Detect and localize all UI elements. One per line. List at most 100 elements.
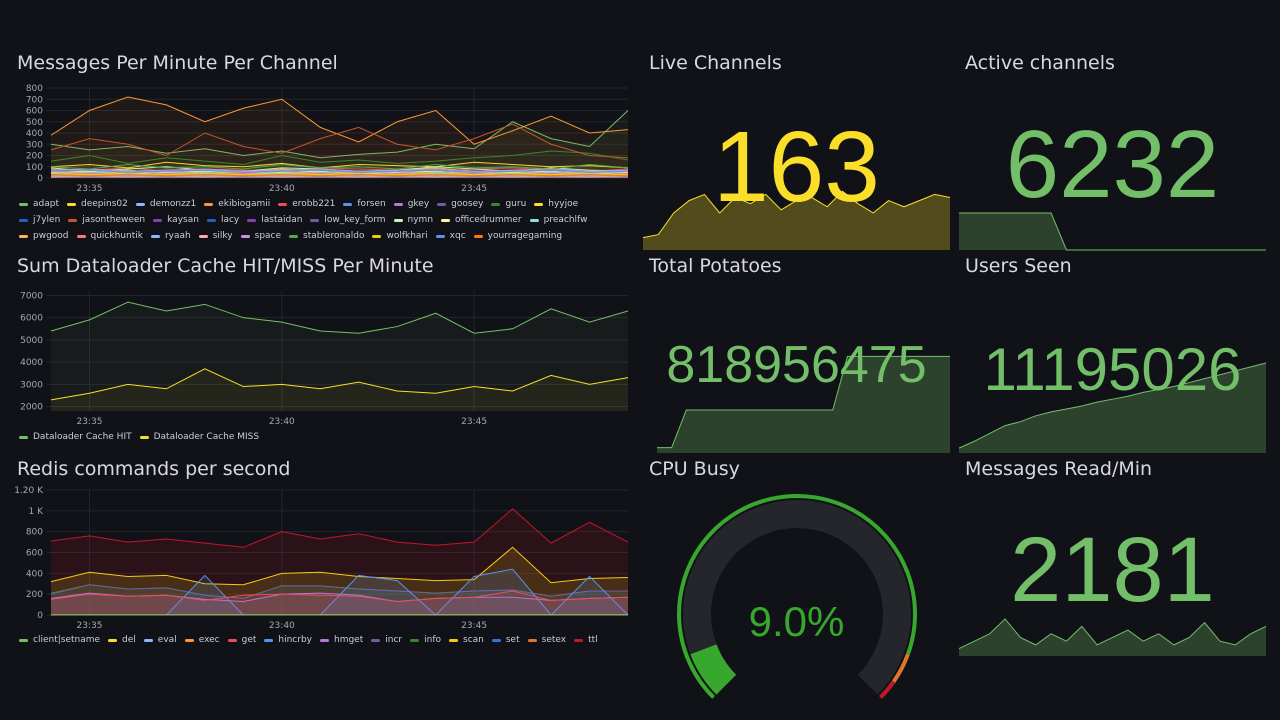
legend-item[interactable]: silky <box>198 231 233 241</box>
gauge-threshold-red <box>879 680 896 699</box>
legend-item[interactable]: set <box>491 635 520 645</box>
panel-title: Redis commands per second <box>17 458 291 480</box>
sparkline-fill <box>959 362 1266 453</box>
panel-cpu-busy: CPU Busy 9.0% <box>643 458 950 699</box>
legend-item[interactable]: lastaidan <box>247 215 302 225</box>
legend-item[interactable]: xqc <box>435 231 466 241</box>
panel-title: Messages Per Minute Per Channel <box>17 52 338 74</box>
legend-label: client|setname <box>33 635 101 645</box>
legend-item[interactable]: stableronaldo <box>289 231 364 241</box>
legend-item[interactable]: erobb221 <box>278 199 335 209</box>
y-tick-label: 1.20 K <box>14 486 44 496</box>
legend-item[interactable]: forsen <box>343 199 386 209</box>
legend-item[interactable]: hyyjoe <box>534 199 578 209</box>
legend-item[interactable]: kaysan <box>153 215 199 225</box>
legend-label: get <box>241 635 257 645</box>
legend-label: demonzz1 <box>149 199 197 209</box>
series-line-incr <box>50 584 628 599</box>
legend-item[interactable]: gkey <box>393 199 429 209</box>
legend-item[interactable]: hincrby <box>264 635 312 645</box>
legend-item[interactable]: preachlfw <box>529 215 587 225</box>
series-line-Dataloader Cache MISS <box>50 368 629 401</box>
dataloader-chart[interactable]: 2000 3000 4000 5000 6000 7000 23:35 23:40 23:45 <box>11 287 636 427</box>
legend-item[interactable]: wolfkhari <box>372 231 428 241</box>
legend-item[interactable]: info <box>410 635 441 645</box>
series-line-scan <box>50 546 629 586</box>
legend-label: space <box>254 231 282 241</box>
legend-item[interactable]: yourragegaming <box>473 231 562 241</box>
legend-label: ttl <box>588 635 598 645</box>
legend-swatch <box>574 638 584 642</box>
legend-swatch <box>19 435 28 439</box>
legend-item[interactable]: Dataloader Cache HIT <box>19 432 132 442</box>
legend-label: xqc <box>449 231 466 241</box>
series-line-ekibiogamii <box>50 96 629 145</box>
series-line-Dataloader Cache HIT <box>50 301 629 334</box>
legend-item[interactable]: exec <box>184 635 220 645</box>
y-tick-label: 0 <box>37 174 43 184</box>
legend-item[interactable]: low_key_form <box>310 215 386 225</box>
series-line-preachlfw <box>50 170 629 175</box>
sparkline-line <box>642 190 951 239</box>
legend-item[interactable]: get <box>227 635 257 645</box>
legend-item[interactable]: ryaah <box>150 231 191 241</box>
legend-item[interactable]: del <box>108 635 136 645</box>
legend-item[interactable]: hmget <box>320 635 363 645</box>
x-tick-label: 23:35 <box>76 184 102 194</box>
legend-swatch <box>184 638 194 642</box>
y-tick-label: 800 <box>26 528 43 538</box>
legend-label: exec <box>198 635 220 645</box>
legend-label: set <box>505 635 520 645</box>
panel-active-channels: Active channels 6232 <box>959 52 1266 251</box>
legend-item[interactable]: lacy <box>206 215 240 225</box>
legend-item[interactable]: space <box>240 231 282 241</box>
legend-item[interactable]: nymn <box>393 215 433 225</box>
legend-item[interactable]: demonzz1 <box>135 199 197 209</box>
legend-item[interactable]: Dataloader Cache MISS <box>139 432 259 442</box>
series-area-Dataloader Cache HIT <box>51 302 628 411</box>
gauge-threshold-orange <box>892 653 910 683</box>
legend-item[interactable]: officedrummer <box>441 215 522 225</box>
panel-title: Total Potatoes <box>649 255 782 277</box>
panel-total-potatoes: Total Potatoes 818956475 <box>643 255 950 453</box>
legend-item[interactable]: incr <box>371 635 402 645</box>
x-tick-label: 23:35 <box>76 621 102 631</box>
legend-item[interactable]: adapt <box>19 199 59 209</box>
legend-swatch <box>449 638 458 642</box>
panel-title: Active channels <box>965 52 1115 74</box>
legend-item[interactable]: deepins02 <box>67 199 128 209</box>
sparkline-fill <box>643 191 950 250</box>
legend-swatch <box>153 218 163 222</box>
gauge-track <box>683 500 911 695</box>
y-tick-label: 400 <box>26 569 43 579</box>
legend-item[interactable]: goosey <box>437 199 483 209</box>
y-tick-label: 300 <box>26 140 43 150</box>
legend-item[interactable]: ttl <box>574 635 598 645</box>
legend-label: deepins02 <box>81 199 128 209</box>
legend-item[interactable]: j7ylen <box>19 215 60 225</box>
x-tick-label: 23:40 <box>269 184 295 194</box>
legend-swatch <box>76 234 86 238</box>
legend-swatch <box>534 202 544 206</box>
panel-live-channels: Live Channels 163 <box>642 52 951 250</box>
legend-item[interactable]: jasontheween <box>68 215 145 225</box>
legend-swatch <box>437 202 447 206</box>
legend-item[interactable]: setex <box>527 635 566 645</box>
legend-item[interactable]: scan <box>449 635 484 645</box>
panel-users-seen: Users Seen 11195026 <box>958 255 1267 453</box>
legend-item[interactable]: guru <box>491 199 526 209</box>
legend-item[interactable]: quickhuntik <box>76 231 143 241</box>
dataloader-legend: Dataloader Cache HIT Dataloader Cache MIS… <box>19 432 619 442</box>
legend-swatch <box>310 218 320 222</box>
x-tick-label: 23:45 <box>461 184 487 194</box>
redis-chart[interactable]: 0 200 400 600 800 1 K 1.20 K 23:35 23:40 23:45 <box>11 486 636 631</box>
legend-swatch <box>198 234 208 238</box>
legend-item[interactable]: ekibiogamii <box>204 199 270 209</box>
legend-label: pwgood <box>33 231 69 241</box>
legend-label: lacy <box>220 215 240 225</box>
legend-item[interactable]: pwgood <box>19 231 69 241</box>
legend-item[interactable]: eval <box>143 635 177 645</box>
live-channels-sparkline <box>642 190 951 250</box>
legend-item[interactable]: client|setname <box>19 635 100 645</box>
